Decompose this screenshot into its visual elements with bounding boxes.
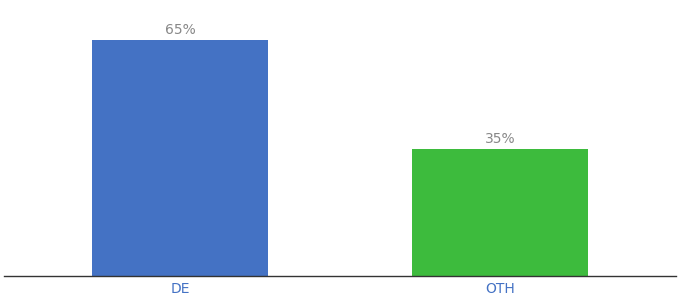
Text: 35%: 35% (485, 132, 515, 146)
Bar (412, 149, 588, 276)
Text: 65%: 65% (165, 23, 195, 37)
Bar (92, 40, 268, 276)
